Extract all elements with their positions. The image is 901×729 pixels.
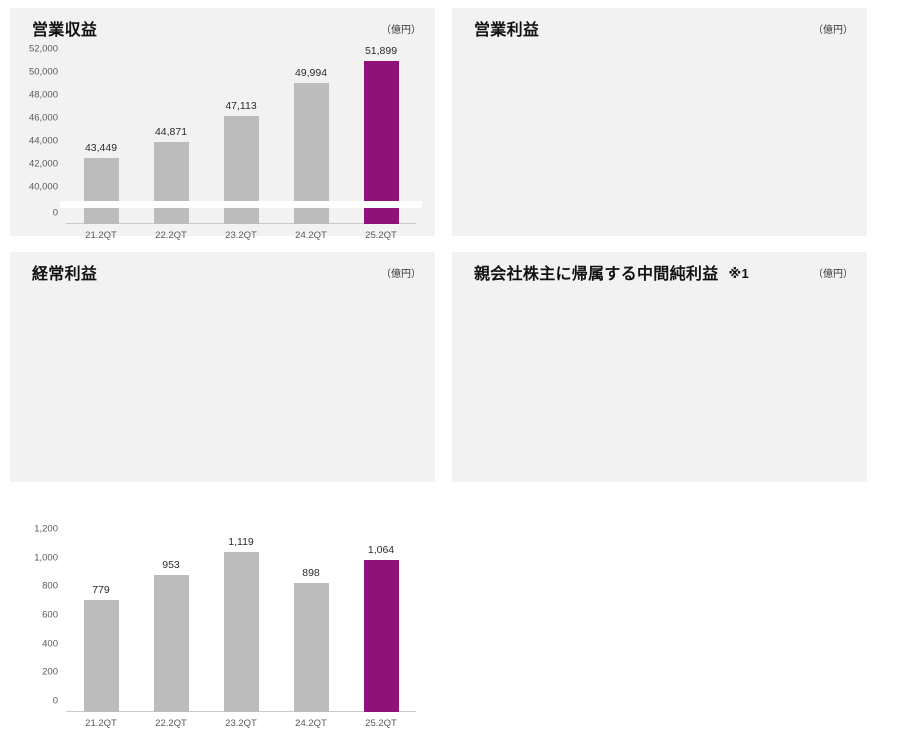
y-axis-tick-label: 800 bbox=[42, 580, 58, 592]
chart-title: 営業収益 bbox=[32, 16, 107, 40]
y-axis-tick-label: 48,000 bbox=[28, 89, 58, 101]
y-axis-tick-label: 40,000 bbox=[28, 181, 58, 193]
chart-title: 経常利益 bbox=[32, 260, 107, 284]
card-header: 営業利益 （億円） bbox=[452, 8, 867, 42]
x-axis-tick-label: 22.2QT bbox=[155, 230, 187, 241]
card-header: 営業収益 （億円） bbox=[10, 8, 435, 42]
bar-value-label: 51,899 bbox=[364, 44, 398, 57]
bar-highlighted bbox=[363, 60, 399, 224]
bar-value-label: 953 bbox=[162, 559, 180, 572]
bar-highlighted bbox=[363, 559, 399, 712]
bar bbox=[153, 575, 189, 712]
bar bbox=[83, 600, 119, 712]
chart-title: 営業利益 bbox=[474, 16, 549, 40]
bar-value-label: 1,119 bbox=[228, 535, 254, 548]
bar-slot: 779 21.2QT bbox=[83, 540, 119, 729]
y-axis-tick-label: 200 bbox=[42, 666, 58, 678]
bar-slot: 953 22.2QT bbox=[153, 540, 189, 729]
bar-value-label: 779 bbox=[92, 584, 110, 597]
bar-slot: 1,064 25.2QT bbox=[363, 540, 399, 729]
chart-plot-area: 52,000 50,000 48,000 46,000 44,000 42,000 40,0… bbox=[29, 43, 422, 241]
chart-card-ordinary-income: 経常利益 （億円） 1,200 1,000 800 600 400 200 0 779 21.2… bbox=[10, 252, 435, 729]
bar-value-label: 1,064 bbox=[367, 543, 395, 556]
bar-value-label: 49,994 bbox=[294, 66, 328, 79]
y-axis-tick-label: 46,000 bbox=[28, 112, 58, 124]
y-axis-tick-label: 44,000 bbox=[28, 135, 58, 147]
bar-series: 52,000 50,000 48,000 46,000 44,000 42,000 40,0… bbox=[29, 43, 422, 241]
bar-slot: 47,113 23.2QT bbox=[223, 48, 259, 241]
chart-card-operating-income: 営業利益 （億円） 1,4001,2001,000800600400200077… bbox=[452, 8, 867, 236]
bar bbox=[153, 141, 189, 224]
y-axis-tick-label: 0 bbox=[52, 695, 58, 707]
chart-title-text: 営業利益 bbox=[474, 22, 540, 39]
y-axis-tick-label: 0 bbox=[52, 207, 58, 219]
bar-value-label: 44,871 bbox=[154, 125, 188, 138]
bar-slot: 49,994 24.2QT bbox=[293, 48, 329, 241]
bar bbox=[223, 551, 259, 712]
bar-slot: 43,449 21.2QT bbox=[83, 48, 119, 241]
bar-slot: 1,119 23.2QT bbox=[223, 536, 259, 729]
y-axis-tick-label: 42,000 bbox=[28, 158, 58, 170]
bar bbox=[293, 82, 329, 224]
chart-unit-label: （億円） bbox=[381, 269, 421, 280]
dashboard-grid: 営業収益 （億円） 52,000 50,000 48,000 46,000 44,000… bbox=[10, 8, 867, 729]
x-axis-tick-label: 24.2QT bbox=[295, 718, 327, 729]
chart-title-text: 営業収益 bbox=[32, 22, 98, 39]
y-axis-tick-label: 600 bbox=[42, 609, 58, 621]
y-axis-tick-label: 50,000 bbox=[28, 66, 58, 78]
y-axis-tick-label: 52,000 bbox=[28, 43, 58, 55]
chart-card-operating-revenue: 営業収益 （億円） 52,000 50,000 48,000 46,000 44,000… bbox=[10, 8, 435, 241]
bar-value-label: 43,449 bbox=[84, 141, 118, 154]
chart-unit-label: （億円） bbox=[381, 25, 421, 36]
card-header: 経常利益 （億円） bbox=[10, 252, 435, 286]
x-axis-tick-label: 25.2QT bbox=[365, 718, 397, 729]
x-axis-tick-label: 23.2QT bbox=[225, 230, 257, 241]
x-axis-tick-label: 22.2QT bbox=[155, 718, 187, 729]
axis-break-band bbox=[60, 201, 422, 209]
chart-plot-area: 1,200 1,000 800 600 400 200 0 779 21.2QT 953 22.2Q… bbox=[34, 524, 416, 729]
chart-unit-label: （億円） bbox=[813, 269, 853, 280]
x-axis-tick-label: 21.2QT bbox=[85, 718, 117, 729]
y-axis-tick-label: 1,200 bbox=[34, 523, 58, 535]
bar bbox=[293, 583, 329, 712]
bar-slot: 898 24.2QT bbox=[293, 540, 329, 729]
chart-title-note: ※1 bbox=[728, 266, 749, 281]
bar-slot: 51,899 25.2QT bbox=[363, 44, 399, 241]
chart-card-net-income: 親会社株主に帰属する中間純利益※1 （億円） 25020015010050045… bbox=[452, 252, 867, 482]
bar bbox=[83, 157, 119, 224]
card-header: 親会社株主に帰属する中間純利益 ※1 （億円） bbox=[452, 252, 867, 286]
y-axis-tick-label: 400 bbox=[42, 638, 58, 650]
bar-value-label: 47,113 bbox=[225, 99, 257, 112]
bar-series: 1,200 1,000 800 600 400 200 0 779 21.2QT 953 22.2Q… bbox=[34, 524, 416, 729]
bar-slot: 44,871 22.2QT bbox=[153, 48, 189, 241]
x-axis-tick-label: 25.2QT bbox=[365, 230, 397, 241]
chart-unit-label: （億円） bbox=[813, 25, 853, 36]
x-axis-tick-label: 24.2QT bbox=[295, 230, 327, 241]
x-axis-tick-label: 23.2QT bbox=[225, 718, 257, 729]
chart-title: 親会社株主に帰属する中間純利益 ※1 bbox=[474, 260, 749, 284]
bar-value-label: 898 bbox=[302, 567, 320, 580]
chart-title-text: 経常利益 bbox=[32, 266, 98, 283]
chart-title-text: 親会社株主に帰属する中間純利益 bbox=[474, 266, 719, 283]
y-axis-tick-label: 1,000 bbox=[34, 552, 58, 564]
x-axis-tick-label: 21.2QT bbox=[85, 230, 117, 241]
